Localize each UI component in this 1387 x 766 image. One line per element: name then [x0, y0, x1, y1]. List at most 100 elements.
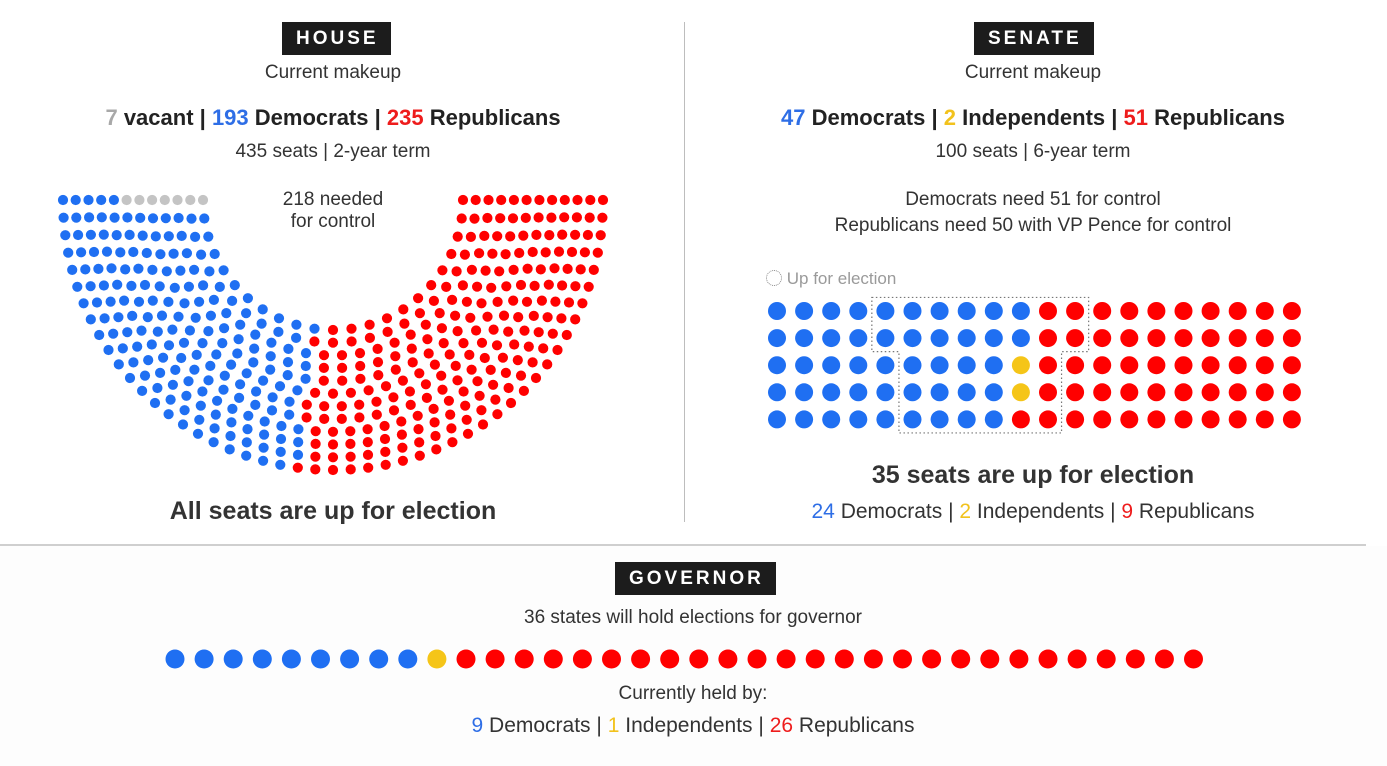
house-rep-label: Republicans: [429, 105, 561, 130]
house-seat-republican: [337, 375, 348, 386]
house-seat-republican: [461, 414, 472, 425]
senate-seat-republican: [1174, 302, 1193, 320]
governor-dot-republican: [980, 649, 1000, 669]
house-seat-republican: [488, 379, 499, 390]
house-seat-democrat: [78, 298, 89, 309]
house-seat-democrat: [135, 212, 146, 223]
senate-seat-democrat: [957, 329, 976, 348]
house-seat-republican: [354, 399, 365, 410]
senate-seat-democrat: [876, 410, 895, 429]
house-seat-democrat: [128, 357, 139, 368]
house-seat-democrat: [292, 385, 303, 396]
house-seat-democrat: [119, 295, 130, 306]
governor-dot-democrat: [369, 649, 389, 669]
separator: |: [1110, 500, 1116, 523]
house-seat-republican: [363, 462, 374, 473]
house-dem-count: 193: [211, 105, 249, 130]
house-seat-democrat: [190, 312, 201, 323]
governor-dot-republican: [922, 649, 942, 669]
house-seat-democrat: [183, 376, 194, 387]
house-seat-republican: [533, 212, 544, 223]
house-seat-republican: [363, 385, 374, 396]
house-seat-republican: [318, 362, 329, 373]
house-seat-vacant: [121, 194, 132, 206]
house-seat-democrat: [309, 323, 320, 334]
senate-seat-democrat: [795, 383, 814, 402]
house-seat-democrat: [189, 264, 200, 275]
senate-seat-republican: [1228, 356, 1247, 375]
house-seat-democrat: [249, 343, 260, 354]
house-seat-democrat: [109, 212, 120, 223]
house-seat-democrat: [258, 442, 269, 453]
house-seat-republican: [465, 312, 476, 323]
senate-up-ind-label: Independents: [976, 500, 1105, 523]
senate-seat-democrat: [795, 302, 814, 320]
senate-seat-democrat: [1011, 329, 1030, 348]
house-seat-republican: [500, 249, 511, 260]
senate-seat-republican: [1228, 302, 1247, 320]
house-seat-democrat: [147, 213, 159, 224]
house-seat-republican: [533, 327, 544, 338]
senate-control-dem: Democrats need 51 for control: [905, 189, 1161, 210]
house-seat-republican: [327, 439, 339, 450]
governor-dot-republican: [863, 649, 883, 669]
house-seat-democrat: [99, 313, 110, 324]
house-seat-democrat: [258, 375, 269, 386]
house-seat-republican: [552, 344, 563, 356]
house-seat-republican: [327, 324, 339, 336]
house-seat-republican: [583, 281, 594, 292]
house-seat-republican: [501, 281, 512, 292]
senate-seat-democrat: [984, 329, 1003, 348]
house-seat-democrat: [259, 416, 270, 427]
house-seat-democrat: [124, 229, 135, 240]
governor-dot-democrat: [223, 649, 243, 669]
house-seat-republican: [509, 339, 520, 350]
separator: |: [199, 105, 206, 130]
house-seat-democrat: [212, 395, 223, 406]
senate-seat-republican: [1093, 356, 1112, 375]
house-seat-republican: [500, 367, 511, 378]
senate-seat-republican: [1093, 329, 1112, 348]
house-seat-democrat: [250, 399, 261, 410]
house-seat-republican: [336, 350, 348, 361]
senate-seat-republican: [1066, 410, 1085, 429]
house-seat-democrat: [274, 381, 286, 392]
house-seat-republican: [476, 298, 487, 309]
senate-up-dem-count: 24: [811, 500, 835, 523]
house-seat-democrat: [160, 213, 171, 224]
house-control-line2: for control: [290, 211, 376, 232]
senate-seat-republican: [1174, 383, 1193, 402]
house-seat-democrat: [93, 263, 104, 274]
house-seat-democrat: [155, 367, 166, 378]
house-seat-republican: [380, 446, 391, 457]
house-seat-republican: [476, 405, 487, 416]
vertical-divider: [684, 22, 685, 522]
house-seat-republican: [447, 294, 458, 305]
house-seat-democrat: [163, 231, 174, 242]
senate-seat-republican: [1066, 356, 1085, 375]
house-seat-republican: [515, 370, 527, 381]
house-seat-democrat: [72, 281, 83, 292]
house-seat-democrat: [150, 231, 161, 242]
house-seat-republican: [529, 280, 540, 291]
senate-seat-democrat: [768, 356, 786, 375]
senate-seat-republican: [1174, 410, 1193, 429]
house-seat-democrat: [88, 246, 100, 258]
house-seat-republican: [582, 229, 594, 241]
house-seat-republican: [438, 338, 449, 349]
house-seat-republican: [466, 264, 477, 275]
house-seat-democrat: [177, 419, 189, 430]
house-seat-democrat: [156, 310, 168, 321]
governor-rep-count: 26: [769, 714, 794, 737]
house-seat-democrat: [257, 304, 268, 315]
house-seat-democrat: [98, 229, 109, 240]
house-seat-republican: [547, 328, 558, 339]
house-seat-republican: [562, 263, 573, 274]
house-seat-republican: [536, 295, 548, 306]
house-seat-republican: [490, 394, 501, 405]
senate-seat-republican: [1255, 329, 1274, 348]
house-seat-democrat: [84, 212, 95, 223]
house-parliament-chart: [57, 194, 609, 476]
governor-dot-independent: [427, 649, 447, 669]
senate-seat-republican: [1255, 302, 1274, 320]
